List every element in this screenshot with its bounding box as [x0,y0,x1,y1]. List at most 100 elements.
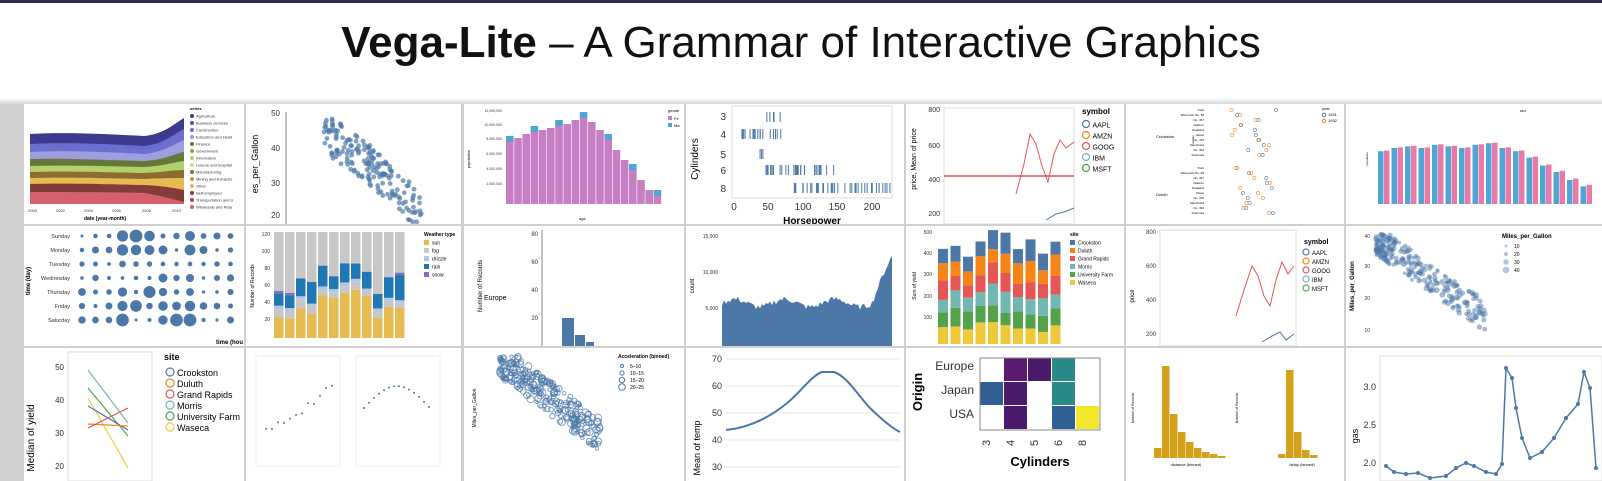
point [1472,464,1476,468]
dot [363,407,365,409]
scatter-point [594,446,600,451]
bar-segment [1013,249,1023,264]
bubble [173,274,180,282]
scatter-point [349,149,355,154]
tile-population-bars[interactable]: population 12,000,000 10,000,000 8,000,0… [464,104,684,224]
tile-heatmap[interactable]: Origin Europe Japan USA 3 4 5 6 8 Cylind… [906,348,1124,481]
histogram-bar [1154,448,1162,458]
aapl-line [1015,132,1075,195]
tile-binned-scatter[interactable]: Miles_per_Gallon Acceleration (binned) 5… [464,348,684,481]
legend-label: 20 [1514,252,1520,258]
heatmap-cell [1004,358,1027,381]
tile-stock-rule[interactable]: price, Mean of price 800 600 400 200 sym… [906,104,1124,224]
legend-symbol [190,163,194,167]
tile-slope-chart[interactable]: Median of yield 50 40 30 20 site Crookst… [24,348,244,481]
bar [1459,148,1465,204]
aapl-line [1235,260,1295,317]
dot [1257,138,1262,142]
y-tick: 70 [712,354,722,364]
dot [393,385,395,388]
bar-segment [384,306,394,338]
tile-area-chart[interactable]: count 15,000 10,000 5,000 [686,226,904,346]
bubble [184,244,196,256]
bar [514,138,522,204]
y-axis-label: Number of Records [1235,393,1239,424]
point [1428,476,1432,480]
variety-label: Trebi [1197,166,1204,170]
legend-label: Crookston [1078,241,1101,247]
histogram-chart: Number of Records Europe 80 60 40 20 [478,230,594,346]
row-label: Japan [941,383,974,397]
dot [1234,166,1239,170]
tile-tick-strip[interactable]: Cylinders 3 4 5 6 8 0 50 100 150 200 Hor… [686,104,904,224]
legend-label: Waseca [177,423,209,433]
bar-segment [1000,253,1011,274]
tile-small-multiples[interactable] [246,348,461,481]
tile-weather-stacked[interactable]: Number of Records 120 100 80 60 40 20 We… [246,226,461,346]
bubble [147,276,152,280]
legend-label: Wholesale and Reta [196,205,233,210]
dot [423,400,425,403]
scatter-point [339,149,345,154]
legend-symbol [190,177,194,181]
stacked-bar-chart: population 12,000,000 10,000,000 8,000,0… [466,108,680,221]
scatter-point [1467,289,1472,294]
tile-temp-line[interactable]: Mean of temp 70 60 50 40 30 [686,348,904,481]
scatter-point [1403,271,1407,275]
y-tick: Sunday [51,234,70,240]
bar-segment [351,278,361,282]
tile-streamgraph[interactable]: 2000 2002 2004 2006 2008 2010 date (year… [24,104,244,224]
y-tick: 3.0 [1363,382,1376,392]
scatter-point [396,206,402,212]
bubble [79,261,85,267]
tick-label: 2000 [28,208,38,213]
bar-segment [274,232,284,291]
scatter-point [593,418,602,426]
bubble [227,247,234,253]
bar [1519,150,1525,204]
yield-bars [938,230,1061,344]
legend-label: 1931 [1328,112,1338,117]
tile-barley-stacked[interactable]: Sum of yield 500 400 300 200 100 site Cr… [906,226,1124,346]
multi-line-chart: price 800 600 400 200 symbol AAPL AMZN GOO… [1130,229,1331,346]
bubble [160,261,166,267]
bubble [201,317,206,323]
legend-symbol [165,422,175,432]
bar [530,126,539,132]
y-tick: 60 [264,283,270,289]
point [1594,466,1598,470]
tile-punchcard[interactable]: time (day) Sunday Monday Tuesday Wednesd… [24,226,244,346]
scatter-point [1421,266,1428,273]
dot [313,403,315,406]
scatter-point [1374,253,1379,257]
scatter-point [1465,316,1470,321]
scatter-point [524,362,533,371]
bar-segment [362,290,372,297]
y-tick: 40 [271,144,280,153]
tile-scatter-mpg[interactable]: es_per_Gallon 50 40 30 20 [246,104,461,224]
bar-segment [362,296,372,338]
tile-crossfilter[interactable]: Number of Records Number of Records dist… [1126,348,1344,481]
area-path [722,256,892,346]
point [1416,471,1420,475]
tile-scatter-size[interactable]: Miles_per_Gallon 40 30 20 10 Miles_per_G… [1346,226,1602,346]
scatter-point [327,143,333,149]
scatter-point [557,417,566,426]
scatter-point [1388,252,1394,258]
tile-faceted-histogram[interactable]: Number of Records Europe 80 60 40 20 [464,226,684,346]
dot [1260,153,1265,157]
tile-barley-trellis[interactable]: Crookston Duluth variety Trebi Wisconsin … [1126,104,1344,224]
bubble [106,233,112,239]
tile-connected-scatter[interactable]: gas 3.0 2.5 2.0 [1346,348,1602,481]
bubble [228,303,233,309]
scatter-point [1408,253,1413,258]
temp-line [725,371,901,433]
tile-grouped-bars[interactable]: population sex [1346,104,1602,224]
plot-frame [1159,229,1297,346]
legend-symbol [190,128,194,132]
tile-stock-lines[interactable]: price 800 600 400 200 symbol AAPL AMZN GOO… [1126,226,1344,346]
bubble [146,261,153,267]
bar [612,150,621,204]
bar-segment [963,256,973,272]
